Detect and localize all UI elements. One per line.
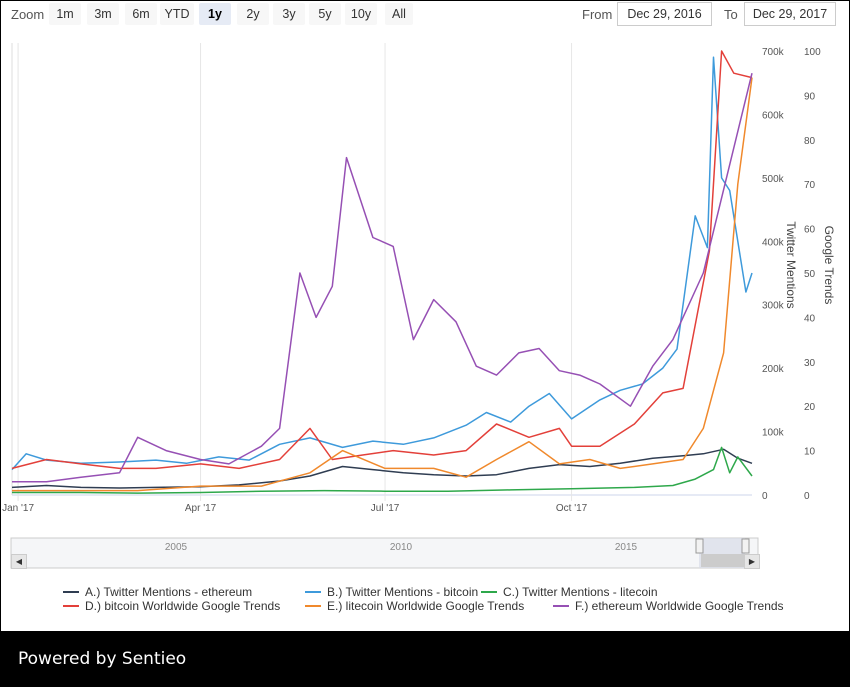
legend-swatch: [481, 590, 497, 593]
y-tick-label-twitter: 300k: [762, 301, 785, 312]
y-axis-title-twitter: Twitter Mentions: [784, 221, 798, 308]
series-layer: [11, 50, 753, 494]
zoom-button-1y[interactable]: 1y: [199, 3, 231, 25]
navigator-handle-right: [741, 538, 750, 554]
zoom-button-all[interactable]: All: [385, 3, 413, 25]
y-axis-title-trends: Google Trends: [822, 226, 836, 305]
legend-item[interactable]: B.) Twitter Mentions - bitcoin: [305, 585, 478, 599]
y-tick-label-trends: 20: [804, 402, 816, 413]
legend-label: F.) ethereum Worldwide Google Trends: [575, 599, 784, 613]
grid-layer: [11, 43, 752, 501]
to-label: To: [724, 7, 738, 22]
y-tick-label-trends: 80: [804, 136, 816, 147]
axis-layer: 0 100k 200k 300k 400k 500k 600k 700k 0 10 20 30 40 50…: [2, 47, 836, 514]
legend-swatch: [63, 590, 79, 593]
zoom-button-1m[interactable]: 1m: [49, 3, 81, 25]
y-tick-label-twitter: 400k: [762, 237, 785, 248]
scroll-left-button[interactable]: ◀: [11, 554, 27, 569]
footer: Powered by Sentieo: [0, 632, 850, 687]
to-date-input[interactable]: Dec 29, 2017: [744, 2, 836, 26]
legend-swatch: [305, 604, 321, 607]
legend-label: A.) Twitter Mentions - ethereum: [85, 585, 253, 599]
x-tick-label: Jul '17: [371, 503, 400, 514]
zoom-button-5y[interactable]: 5y: [309, 3, 341, 25]
series-line-3: [12, 446, 753, 494]
scroll-right-button[interactable]: ▶: [744, 554, 760, 569]
y-tick-label-twitter: 600k: [762, 110, 785, 121]
legend-swatch: [63, 604, 79, 607]
y-tick-label-trends: 40: [804, 313, 816, 324]
y-tick-label-trends: 60: [804, 225, 816, 236]
y-tick-label-trends: 70: [804, 180, 816, 191]
y-tick-label-trends: 100: [804, 47, 821, 58]
scrollbar-thumb: [701, 554, 745, 567]
navigator-year-label: 2005: [165, 542, 188, 553]
legend-item[interactable]: A.) Twitter Mentions - ethereum: [63, 585, 252, 599]
y-tick-label-twitter: 200k: [762, 364, 785, 375]
navigator-year-label: 2015: [615, 542, 638, 553]
y-tick-label-trends: 10: [804, 447, 816, 458]
series-line-5: [12, 77, 753, 492]
series-line-1: [11, 448, 753, 489]
zoom-button-ytd[interactable]: YTD: [160, 3, 194, 25]
legend-label: B.) Twitter Mentions - bitcoin: [327, 585, 479, 599]
navigator-year-label: 2010: [390, 542, 413, 553]
zoom-button-6m[interactable]: 6m: [125, 3, 157, 25]
navigator-handle-left: [695, 538, 704, 554]
legend-swatch: [305, 590, 321, 593]
zoom-button-3y[interactable]: 3y: [273, 3, 305, 25]
y-tick-label-trends: 90: [804, 91, 816, 102]
chart-svg: 0 100k 200k 300k 400k 500k 600k 700k 0 10 20 30 40 50…: [2, 43, 836, 569]
series-line-6: [12, 73, 753, 483]
legend-label: E.) litecoin Worldwide Google Trends: [327, 599, 525, 613]
y-tick-label-twitter: 500k: [762, 174, 785, 185]
series-line-2: [11, 56, 753, 471]
navigator-background: [10, 537, 759, 569]
legend-item[interactable]: C.) Twitter Mentions - litecoin: [481, 585, 658, 599]
y-tick-label-twitter: 700k: [762, 47, 785, 58]
x-tick-label: Jan '17: [2, 503, 34, 514]
from-date-input[interactable]: Dec 29, 2016: [617, 2, 712, 26]
zoom-label: Zoom: [11, 7, 45, 22]
legend-label: C.) Twitter Mentions - litecoin: [503, 585, 658, 599]
legend-item[interactable]: F.) ethereum Worldwide Google Trends: [553, 599, 784, 613]
y-tick-label-twitter: 0: [762, 491, 768, 502]
y-tick-label-trends: 0: [804, 491, 810, 502]
series-line-4: [11, 50, 753, 470]
y-tick-label-trends: 30: [804, 358, 816, 369]
zoom-button-10y[interactable]: 10y: [345, 3, 377, 25]
legend-item[interactable]: E.) litecoin Worldwide Google Trends: [305, 599, 524, 613]
chart-frame: Zoom 1m 3m 6m YTD 1y 2y 3y 5y 10y All From Dec 29…: [0, 0, 850, 632]
from-label: From: [582, 7, 613, 22]
legend-item[interactable]: D.) bitcoin Worldwide Google Trends: [63, 599, 280, 613]
y-tick-label-twitter: 100k: [762, 428, 785, 439]
footer-text: Powered by Sentieo: [18, 649, 187, 669]
x-tick-label: Oct '17: [556, 503, 588, 514]
navigator: 2005 2010 2015: [10, 537, 759, 569]
x-tick-label: Apr '17: [185, 503, 217, 514]
legend-swatch: [553, 604, 569, 607]
zoom-button-2y[interactable]: 2y: [237, 3, 269, 25]
y-tick-label-trends: 50: [804, 269, 816, 280]
zoom-button-3m[interactable]: 3m: [87, 3, 119, 25]
legend-label: D.) bitcoin Worldwide Google Trends: [85, 599, 281, 613]
